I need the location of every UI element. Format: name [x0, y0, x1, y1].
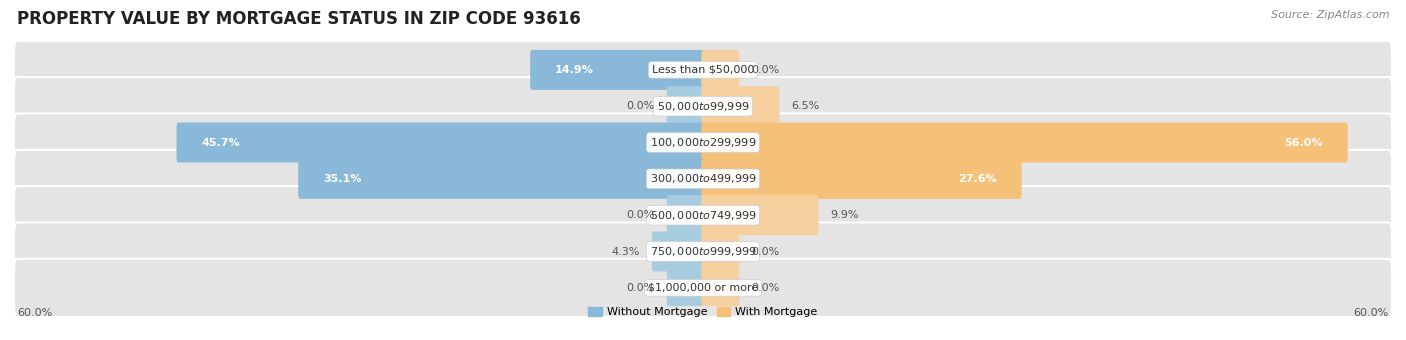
FancyBboxPatch shape — [14, 77, 1392, 135]
Text: 9.9%: 9.9% — [831, 210, 859, 220]
Text: 6.5%: 6.5% — [792, 101, 820, 111]
Text: PROPERTY VALUE BY MORTGAGE STATUS IN ZIP CODE 93616: PROPERTY VALUE BY MORTGAGE STATUS IN ZIP… — [17, 10, 581, 28]
FancyBboxPatch shape — [652, 232, 704, 271]
Text: 45.7%: 45.7% — [201, 137, 240, 148]
FancyBboxPatch shape — [666, 268, 704, 308]
Text: 60.0%: 60.0% — [17, 308, 53, 318]
FancyBboxPatch shape — [14, 41, 1392, 99]
Text: 60.0%: 60.0% — [1353, 308, 1389, 318]
FancyBboxPatch shape — [702, 232, 740, 271]
Text: 0.0%: 0.0% — [751, 65, 779, 75]
FancyBboxPatch shape — [702, 86, 779, 126]
FancyBboxPatch shape — [14, 259, 1392, 317]
FancyBboxPatch shape — [702, 122, 1348, 163]
FancyBboxPatch shape — [177, 122, 704, 163]
Text: Less than $50,000: Less than $50,000 — [652, 65, 754, 75]
Text: $50,000 to $99,999: $50,000 to $99,999 — [657, 100, 749, 113]
FancyBboxPatch shape — [666, 195, 704, 235]
Text: 0.0%: 0.0% — [627, 283, 655, 293]
Text: 0.0%: 0.0% — [751, 283, 779, 293]
Text: $100,000 to $299,999: $100,000 to $299,999 — [650, 136, 756, 149]
Text: $300,000 to $499,999: $300,000 to $499,999 — [650, 172, 756, 185]
Text: $750,000 to $999,999: $750,000 to $999,999 — [650, 245, 756, 258]
Text: 56.0%: 56.0% — [1285, 137, 1323, 148]
Text: 14.9%: 14.9% — [555, 65, 593, 75]
FancyBboxPatch shape — [666, 86, 704, 126]
Text: 4.3%: 4.3% — [612, 246, 640, 256]
Text: $500,000 to $749,999: $500,000 to $749,999 — [650, 209, 756, 222]
FancyBboxPatch shape — [702, 159, 1022, 199]
Text: $1,000,000 or more: $1,000,000 or more — [648, 283, 758, 293]
FancyBboxPatch shape — [298, 159, 704, 199]
Legend: Without Mortgage, With Mortgage: Without Mortgage, With Mortgage — [583, 302, 823, 322]
FancyBboxPatch shape — [702, 268, 740, 308]
FancyBboxPatch shape — [14, 114, 1392, 172]
FancyBboxPatch shape — [702, 50, 740, 90]
FancyBboxPatch shape — [702, 195, 818, 235]
Text: 35.1%: 35.1% — [323, 174, 361, 184]
Text: Source: ZipAtlas.com: Source: ZipAtlas.com — [1271, 10, 1389, 20]
FancyBboxPatch shape — [530, 50, 704, 90]
Text: 0.0%: 0.0% — [627, 101, 655, 111]
Text: 0.0%: 0.0% — [627, 210, 655, 220]
FancyBboxPatch shape — [14, 222, 1392, 280]
Text: 0.0%: 0.0% — [751, 246, 779, 256]
FancyBboxPatch shape — [14, 150, 1392, 208]
Text: 27.6%: 27.6% — [959, 174, 997, 184]
FancyBboxPatch shape — [14, 186, 1392, 244]
